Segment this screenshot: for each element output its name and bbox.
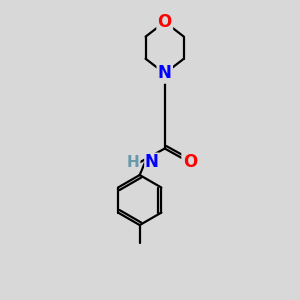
Text: H: H [127, 155, 140, 170]
Text: N: N [145, 153, 159, 171]
Text: O: O [158, 13, 172, 31]
Text: N: N [158, 64, 172, 82]
Text: O: O [183, 153, 197, 171]
